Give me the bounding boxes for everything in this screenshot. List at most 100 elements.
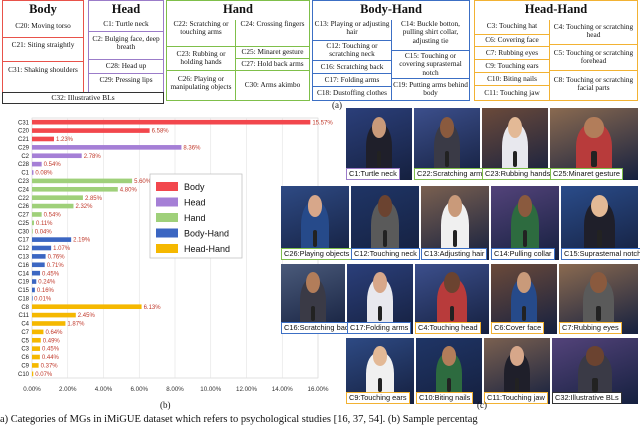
thumbnail-caption: C23:Rubbing hands <box>482 168 554 180</box>
bar-value-label: 1.23% <box>56 137 74 143</box>
mg-thumbnail: C32:Illustrative BLs <box>552 338 638 404</box>
bar <box>32 254 46 259</box>
thumbnail-caption: C22:Scratching arms <box>414 168 490 180</box>
bar <box>32 296 33 301</box>
bar <box>32 228 33 234</box>
y-tick-label: C17 <box>18 238 30 244</box>
mg-item: C2: Bulging face, deep breath <box>89 31 163 59</box>
mg-item: C15: Touching or covering suprasternal n… <box>391 50 469 78</box>
y-tick-label: C21 <box>18 137 30 143</box>
mg-item: C24: Crossing fingers <box>235 19 309 46</box>
y-tick-label: C11 <box>18 313 29 319</box>
mg-thumbnail: C22:Scratching arms <box>414 108 490 180</box>
bar <box>32 128 150 133</box>
y-tick-label: C27 <box>18 213 30 219</box>
mg-thumbnail: C12:Touching neck <box>351 186 420 260</box>
bar-value-label: 0.54% <box>44 162 62 168</box>
bar <box>32 287 35 293</box>
mg-item: C30: Arms akimbo <box>235 70 309 100</box>
bar-value-label: 2.78% <box>84 154 102 160</box>
mg-item: C1: Turtle neck <box>103 19 149 28</box>
mg-thumbnail: C15:Suprastemal notch <box>561 186 640 260</box>
bar <box>32 312 76 318</box>
bar <box>32 304 142 310</box>
y-tick-label: C16 <box>18 263 30 269</box>
bar-value-label: 2.32% <box>75 204 93 210</box>
thumbnail-caption: C12:Touching neck <box>351 248 420 260</box>
bar-value-label: 2.85% <box>85 196 103 202</box>
bar <box>32 170 34 175</box>
bar-value-label: 0.04% <box>35 229 53 235</box>
bar-value-label: 1.87% <box>67 322 85 328</box>
mg-item: C12: Touching or scratching neck <box>313 40 391 60</box>
bar <box>32 145 182 150</box>
category-body-hand: Body-Hand C13: Playing or adjusting hair… <box>312 0 470 101</box>
legend-swatch <box>156 197 178 207</box>
category-title: Head-Hand <box>524 2 588 16</box>
y-tick-label: C20 <box>18 129 30 135</box>
panel-a-label: (a) <box>332 100 342 110</box>
y-tick-label: C13 <box>18 254 30 260</box>
bar-value-label: 0.49% <box>43 338 61 344</box>
mg-item: C20: Moving torso <box>15 21 71 30</box>
bar <box>32 212 42 217</box>
mg-item: C5: Touching or scratching forehead <box>549 44 637 70</box>
legend-label: Body-Hand <box>184 229 229 239</box>
y-tick-label: C4 <box>21 322 29 328</box>
y-tick-label: C5 <box>21 338 29 344</box>
mg-thumbnail: C16:Scratching back <box>281 264 356 334</box>
legend-swatch <box>156 213 178 222</box>
y-tick-label: C2 <box>21 154 29 160</box>
thumbnail-caption: C25:Minaret gesture <box>550 168 623 180</box>
y-tick-label: C18 <box>18 296 30 302</box>
y-tick-label: C10 <box>18 372 30 378</box>
category-head-hand: Head-Hand C3: Touching hat C4: Touching … <box>474 0 638 101</box>
mg-thumbnail: C23:Rubbing hands <box>482 108 554 180</box>
bar-value-label: 0.11% <box>36 221 53 227</box>
bar-value-label: 0.44% <box>42 355 60 361</box>
thumbnail-caption: C11:Touching jaw <box>484 392 548 404</box>
thumbnail-caption: C14:Pulling collar <box>491 248 555 260</box>
bar <box>32 279 37 284</box>
mg-item: C8: Touching or scratching facial parts <box>549 70 637 100</box>
y-tick-label: C15 <box>18 288 30 294</box>
thumbnail-caption: C15:Suprastemal notch <box>561 248 640 260</box>
mg-thumbnail: C6:Cover face <box>491 264 557 334</box>
mg-item: C21: Siting straightly <box>3 37 83 61</box>
bar <box>32 136 54 142</box>
bar-value-label: 6.58% <box>152 129 170 135</box>
mg-item-c32: C32: Illustrative BLs <box>2 92 164 104</box>
bar <box>32 262 45 268</box>
x-tick-label: 8.00% <box>166 386 184 393</box>
bar <box>32 363 39 368</box>
thumbnail-caption: C9:Touching ears <box>346 392 410 404</box>
bar <box>32 195 83 200</box>
mg-thumbnail: C17:Folding arms <box>347 264 413 334</box>
mg-thumbnail: C13:Adjusting hair <box>421 186 489 260</box>
category-title: Body <box>29 2 57 16</box>
thumbnail-caption: C16:Scratching back <box>281 322 356 334</box>
bar <box>32 371 34 377</box>
panel-b-label: (b) <box>160 400 171 410</box>
bar <box>32 178 133 184</box>
y-tick-label: C7 <box>21 330 29 336</box>
bar-value-label: 6.13% <box>144 305 162 311</box>
bar-value-label: 0.08% <box>35 171 53 177</box>
thumbnail-photo <box>351 186 419 260</box>
mg-item: C11: Touching jaw <box>475 85 549 100</box>
bar-value-label: 15.57% <box>312 120 333 126</box>
x-tick-label: 12.00% <box>236 386 257 393</box>
category-body: Body C20: Moving torso C21: Siting strai… <box>2 0 84 101</box>
mg-item: C4: Touching or scratching head <box>549 20 637 44</box>
mg-item: C7: Rubbing eyes <box>475 46 549 59</box>
mg-thumbnail: C11:Touching jaw <box>484 338 550 404</box>
bar <box>32 354 40 360</box>
bar <box>32 203 74 209</box>
y-tick-label: C25 <box>18 221 30 227</box>
bar-value-label: 4.80% <box>120 187 138 193</box>
panel-b-chart: 0.00% 2.00% 4.00% 6.00% 8.00% 10.00% 12.00% 14.… <box>18 117 333 393</box>
bar-value-label: 0.16% <box>37 288 55 294</box>
legend-label: Head-Hand <box>184 244 230 254</box>
x-tick-label: 6.00% <box>130 386 148 393</box>
category-title: Head <box>111 2 141 16</box>
